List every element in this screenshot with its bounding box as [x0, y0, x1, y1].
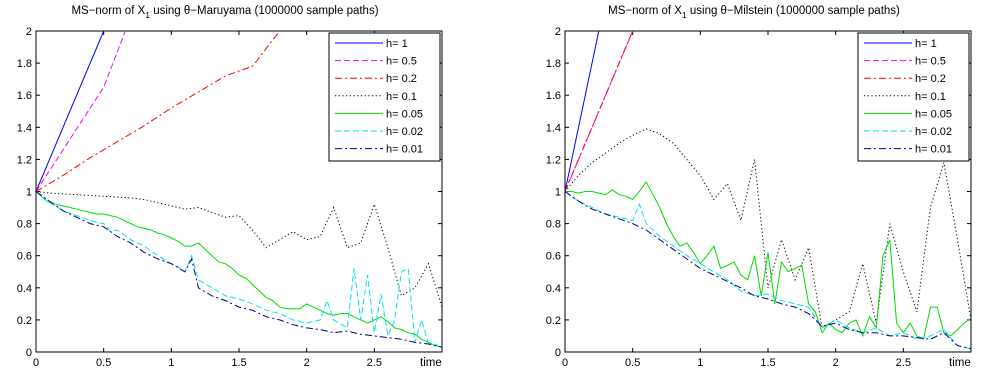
series-line-0	[36, 31, 105, 192]
title-prefix: MS−norm of X	[608, 5, 682, 17]
y-tick-label: 1.4	[17, 122, 32, 134]
y-tick-label: 1.6	[546, 90, 561, 102]
x-tick-label: 0.5	[96, 357, 111, 369]
legend-label: h= 0.2	[386, 73, 417, 85]
legend-label: h= 0.01	[386, 144, 423, 156]
x-tick-label: 0	[562, 357, 568, 369]
y-tick-label: 0	[555, 347, 561, 359]
y-tick-label: 1	[555, 187, 561, 199]
series-line-6	[565, 191, 971, 350]
y-tick-label: 0.6	[546, 251, 561, 263]
x-tick-label: 2.5	[367, 357, 382, 369]
y-tick-label: 1.8	[17, 58, 32, 70]
legend-label: h= 0.1	[386, 91, 417, 103]
chart-title: MS−norm of X1 using θ−Maruyama (1000000 …	[71, 5, 378, 20]
x-tick-label: 1.5	[231, 357, 246, 369]
series-line-5	[565, 191, 971, 350]
series-line-5	[36, 191, 442, 347]
y-tick-label: 2	[26, 26, 32, 38]
x-tick-label: 1	[697, 357, 703, 369]
series-group	[36, 31, 442, 348]
y-tick-label: 1.2	[17, 154, 32, 166]
x-tick-label: 0.5	[625, 357, 640, 369]
y-tick-label: 0.4	[17, 283, 32, 295]
chart-left: MS−norm of X1 using θ−Maruyama (1000000 …	[17, 5, 443, 369]
legend-box	[857, 32, 970, 162]
legend-label: h= 0.5	[386, 56, 417, 68]
x-axis-label: time	[949, 357, 971, 369]
x-tick-label: 1.5	[760, 357, 775, 369]
legend-label: h= 0.02	[915, 126, 952, 138]
y-tick-label: 1	[26, 187, 32, 199]
title-subscript: 1	[145, 10, 150, 20]
y-tick-label: 1.2	[546, 154, 561, 166]
x-tick-label: 2	[304, 357, 310, 369]
legend-label: h= 1	[386, 38, 408, 50]
legend-label: h= 0.5	[915, 56, 946, 68]
legend-label: h= 0.05	[915, 108, 952, 120]
y-tick-label: 0.2	[546, 315, 561, 327]
x-tick-label: 1	[168, 357, 174, 369]
legend-label: h= 0.1	[915, 91, 946, 103]
y-tick-label: 0.4	[546, 283, 561, 295]
series-line-6	[36, 191, 442, 348]
y-tick-label: 1.6	[17, 90, 32, 102]
series-line-2	[565, 31, 634, 192]
y-tick-label: 0.8	[546, 219, 561, 231]
title-suffix: using θ−Maruyama (1000000 sample paths)	[150, 5, 379, 17]
x-tick-label: 2	[833, 357, 839, 369]
y-tick-label: 1.4	[546, 122, 561, 134]
legend: h= 1 h= 0.5 h= 0.2 h= 0.1 h= 0.05 h= 0.02 h= 0…	[857, 32, 970, 162]
y-tick-label: 1.8	[546, 58, 561, 70]
y-tick-label: 0.8	[17, 219, 32, 231]
series-line-3	[565, 128, 971, 329]
legend-label: h= 0.02	[386, 126, 423, 138]
legend-label: h= 1	[915, 38, 937, 50]
y-tick-label: 0.2	[17, 315, 32, 327]
chart-right: MS−norm of X1 using θ−Milstein (1000000 …	[546, 5, 972, 369]
legend-label: h= 0.05	[386, 108, 423, 120]
series-line-0	[565, 31, 600, 192]
series-line-1	[36, 31, 126, 192]
x-tick-label: 0	[33, 357, 39, 369]
x-axis-label: time	[420, 357, 442, 369]
series-line-4	[36, 191, 442, 348]
y-tick-label: 2	[555, 26, 561, 38]
legend: h= 1 h= 0.5 h= 0.2 h= 0.1 h= 0.05 h= 0.02 h= 0…	[328, 32, 441, 162]
legend-label: h= 0.01	[915, 144, 952, 156]
title-subscript: 1	[682, 10, 687, 20]
y-tick-label: 0.6	[17, 251, 32, 263]
title-suffix: using θ−Milstein (1000000 sample paths)	[687, 5, 900, 17]
x-tick-label: 2.5	[896, 357, 911, 369]
legend-label: h= 0.2	[915, 73, 946, 85]
chart-title: MS−norm of X1 using θ−Milstein (1000000 …	[608, 5, 900, 20]
legend-box	[328, 32, 441, 162]
series-line-2	[36, 31, 280, 192]
y-tick-label: 0	[26, 347, 32, 359]
title-prefix: MS−norm of X	[71, 5, 145, 17]
series-group	[565, 31, 971, 350]
